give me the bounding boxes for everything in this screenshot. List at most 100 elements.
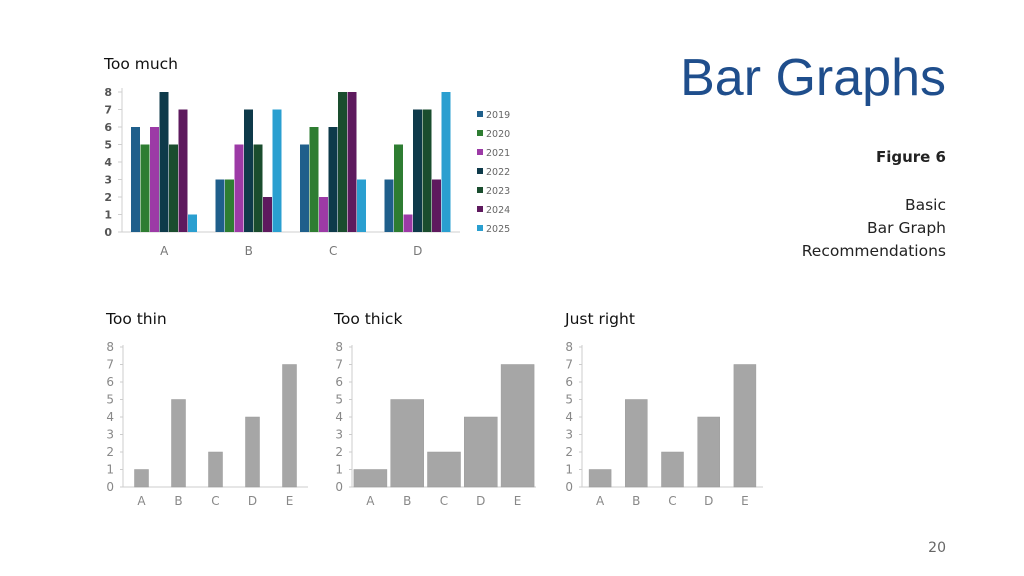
x-tick-label: E [514, 494, 522, 508]
bar-E [282, 364, 297, 488]
y-tick-label: 4 [106, 410, 114, 424]
y-tick-label: 1 [106, 463, 114, 477]
bar-2024-B [263, 197, 272, 232]
bar-2019-B [215, 179, 225, 232]
bar-B [390, 399, 424, 488]
y-tick-label: 1 [565, 463, 573, 477]
y-tick-label: 8 [335, 340, 343, 354]
bar-E [500, 364, 535, 488]
legend-label: 2021 [486, 148, 510, 159]
bar-E [733, 364, 757, 488]
x-tick-label: D [413, 244, 422, 258]
bar-2025-C [357, 179, 366, 232]
y-tick-label: 3 [106, 428, 114, 442]
caption-line: Basic [904, 196, 946, 214]
legend-label: 2024 [486, 205, 510, 216]
x-tick-label: E [286, 494, 294, 508]
page-number: 20 [928, 540, 946, 556]
x-tick-label: B [174, 494, 182, 508]
legend-swatch-2025 [477, 225, 483, 231]
figure-label: Figure 6 [875, 148, 946, 166]
bar-2024-C [347, 92, 357, 232]
y-tick-label: 4 [104, 156, 112, 169]
legend-swatch-2022 [477, 168, 483, 174]
bar-2019-D [384, 179, 394, 232]
bar-2021-D [403, 214, 413, 232]
y-tick-label: 7 [565, 358, 573, 372]
y-tick-label: 0 [106, 480, 114, 494]
legend-label: 2022 [486, 167, 510, 178]
y-tick-label: 5 [104, 139, 112, 152]
x-tick-label: D [704, 494, 713, 508]
x-tick-label: C [211, 494, 219, 508]
y-tick-label: 6 [335, 375, 343, 389]
bar-2022-C [328, 127, 338, 232]
legend-swatch-2019 [477, 111, 483, 117]
y-tick-label: 5 [565, 393, 573, 407]
bar-2025-A [188, 214, 197, 232]
y-tick-label: 3 [104, 174, 112, 187]
bar-B [625, 399, 648, 488]
bar-D [245, 416, 260, 488]
x-tick-label: B [403, 494, 411, 508]
bar-2019-A [131, 127, 140, 232]
x-tick-label: D [248, 494, 257, 508]
bar-2022-D [413, 109, 422, 232]
y-tick-label: 6 [565, 375, 573, 389]
y-tick-label: 2 [104, 191, 112, 204]
bar-2019-C [300, 144, 309, 232]
y-tick-label: 3 [565, 428, 573, 442]
legend-label: 2020 [486, 129, 510, 140]
bar-2023-C [338, 92, 347, 232]
bar-A [588, 469, 612, 488]
y-tick-label: 5 [106, 393, 114, 407]
x-tick-label: A [160, 244, 169, 258]
x-tick-label: B [245, 244, 253, 258]
y-tick-label: 0 [104, 226, 112, 239]
legend-swatch-2021 [477, 149, 483, 155]
x-tick-label: B [632, 494, 640, 508]
y-tick-label: 6 [106, 375, 114, 389]
bar-2020-B [225, 179, 234, 232]
legend-label: 2025 [486, 224, 510, 235]
bar-2021-C [319, 197, 328, 232]
figure-caption: Basic Bar Graph Recommendations [760, 194, 946, 263]
bar-2022-B [244, 109, 253, 232]
x-tick-label: C [668, 494, 676, 508]
bar-B [171, 399, 186, 488]
legend-swatch-2023 [477, 187, 483, 193]
y-tick-label: 1 [104, 209, 112, 222]
chart-title-too-much: Too much [104, 55, 178, 73]
bar-D [697, 416, 720, 488]
y-tick-label: 8 [104, 86, 112, 99]
legend-label: 2023 [486, 186, 510, 197]
bar-2025-B [272, 109, 282, 232]
bar-2024-D [432, 179, 441, 232]
bar-A [134, 469, 149, 488]
bar-2020-D [394, 144, 403, 232]
legend-swatch-2020 [477, 130, 483, 136]
y-tick-label: 4 [335, 410, 343, 424]
bar-2023-A [169, 144, 178, 232]
y-tick-label: 2 [335, 445, 343, 459]
y-tick-label: 5 [335, 393, 343, 407]
bar-D [464, 416, 498, 488]
bar-2025-D [441, 92, 451, 232]
bar-C [208, 451, 223, 488]
bar-2024-A [178, 109, 188, 232]
x-tick-label: C [440, 494, 448, 508]
bar-C [427, 451, 461, 488]
y-tick-label: 4 [565, 410, 573, 424]
bar-A [353, 469, 388, 488]
y-tick-label: 8 [106, 340, 114, 354]
y-tick-label: 7 [335, 358, 343, 372]
chart-title-just-right: Just right [565, 310, 635, 328]
x-tick-label: A [596, 494, 605, 508]
x-tick-label: E [741, 494, 749, 508]
y-tick-label: 8 [565, 340, 573, 354]
bar-2021-A [150, 127, 159, 232]
bar-2020-A [140, 144, 150, 232]
y-tick-label: 7 [106, 358, 114, 372]
y-tick-label: 1 [335, 463, 343, 477]
